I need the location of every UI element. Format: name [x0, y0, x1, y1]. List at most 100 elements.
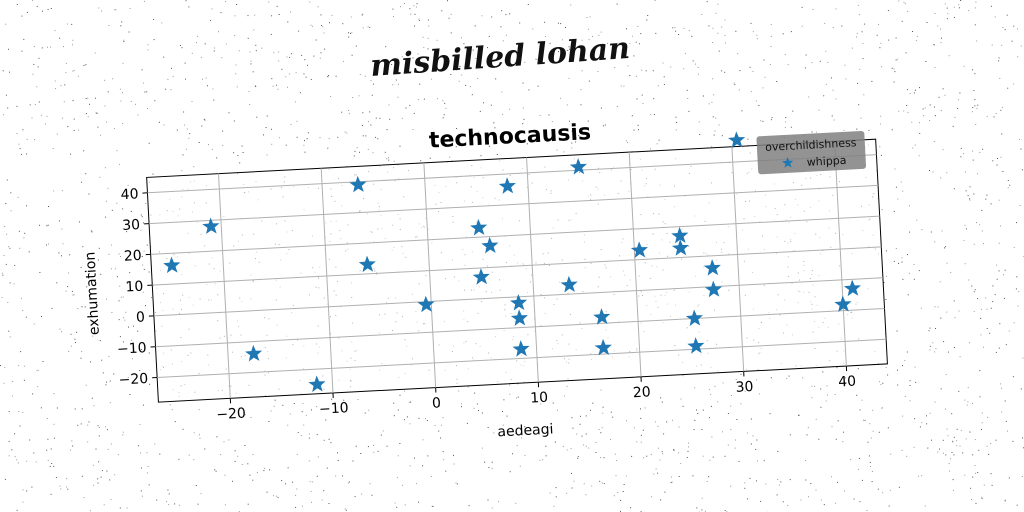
noise-speck [20, 297, 22, 299]
grid-line-y [150, 215, 880, 255]
noise-speck [81, 181, 83, 183]
noise-speck [234, 460, 236, 462]
noise-speck [913, 264, 915, 266]
noise-speck [995, 439, 997, 441]
noise-speck [658, 139, 660, 141]
noise-speck [933, 141, 935, 142]
grid-line-x [628, 152, 642, 377]
noise-speck [983, 484, 985, 486]
noise-speck [939, 448, 940, 450]
noise-speck [373, 451, 375, 453]
noise-speck [952, 440, 954, 442]
data-point [593, 308, 611, 325]
noise-speck [694, 419, 696, 421]
noise-speck [256, 472, 258, 473]
noise-speck [39, 224, 40, 226]
noise-speck [97, 478, 99, 480]
noise-speck [158, 121, 160, 123]
noise-speck [331, 14, 333, 16]
noise-speck [521, 437, 523, 439]
data-point [481, 236, 499, 254]
noise-speck [1009, 184, 1011, 186]
noise-speck [588, 130, 590, 132]
noise-speck [422, 439, 424, 441]
noise-speck [530, 139, 532, 141]
noise-speck [309, 481, 311, 483]
noise-speck [549, 42, 551, 44]
noise-speck [53, 465, 55, 467]
noise-speck [688, 110, 690, 112]
noise-speck [657, 85, 659, 87]
noise-speck [509, 471, 511, 473]
noise-speck [959, 445, 961, 447]
noise-speck [176, 129, 178, 131]
grid-line-x [526, 157, 539, 383]
noise-speck [80, 266, 82, 268]
noise-speck [382, 430, 384, 432]
noise-speck [373, 83, 375, 85]
noise-speck [893, 68, 895, 70]
noise-speck [455, 146, 457, 148]
noise-speck [1019, 205, 1021, 206]
noise-speck [42, 361, 44, 362]
noise-speck [77, 424, 79, 426]
noise-speck [567, 50, 569, 51]
noise-speck [308, 460, 310, 462]
x-tick-label: 0 [432, 395, 442, 411]
noise-speck [906, 89, 908, 91]
noise-speck [113, 373, 115, 375]
noise-speck [755, 448, 757, 450]
noise-speck [204, 43, 206, 45]
noise-speck [461, 74, 463, 76]
noise-speck [980, 308, 982, 310]
noise-speck [903, 110, 905, 112]
noise-speck [479, 110, 481, 112]
noise-speck [250, 60, 252, 62]
noise-speck [427, 37, 429, 39]
noise-speck [409, 104, 411, 106]
noise-speck [77, 308, 79, 309]
noise-speck [965, 171, 966, 173]
noise-speck [953, 489, 954, 491]
noise-speck [26, 460, 28, 462]
noise-speck [9, 71, 10, 73]
noise-speck [119, 285, 121, 287]
noise-speck [539, 459, 541, 461]
noise-speck [80, 357, 82, 359]
noise-speck [953, 436, 955, 438]
noise-speck [399, 394, 401, 396]
noise-speck [348, 36, 350, 38]
noise-speck [406, 416, 408, 418]
legend: overchildishness whippa [756, 130, 867, 175]
noise-speck [10, 192, 12, 194]
noise-speck [971, 499, 972, 500]
noise-speck [216, 436, 218, 438]
noise-speck [47, 224, 49, 226]
noise-speck [903, 1, 905, 3]
noise-speck [58, 252, 60, 254]
noise-speck [141, 69, 143, 71]
noise-speck [351, 32, 353, 34]
noise-speck [556, 149, 558, 151]
noise-speck [670, 66, 672, 68]
noise-speck [1001, 387, 1002, 389]
noise-speck [964, 474, 966, 476]
noise-speck [575, 141, 577, 143]
noise-speck [571, 147, 573, 149]
noise-speck [950, 458, 951, 460]
noise-speck [967, 195, 969, 197]
noise-speck [22, 501, 24, 503]
noise-speck [1000, 225, 1001, 227]
noise-speck [738, 460, 740, 462]
noise-speck [868, 455, 870, 457]
noise-speck [853, 498, 855, 500]
noise-speck [585, 445, 587, 447]
noise-speck [906, 105, 908, 106]
noise-speck [586, 17, 588, 18]
noise-speck [721, 135, 723, 137]
grid-line-x [834, 141, 847, 367]
noise-speck [23, 38, 25, 40]
noise-speck [65, 290, 67, 292]
noise-speck [106, 298, 107, 300]
noise-speck [431, 505, 433, 507]
